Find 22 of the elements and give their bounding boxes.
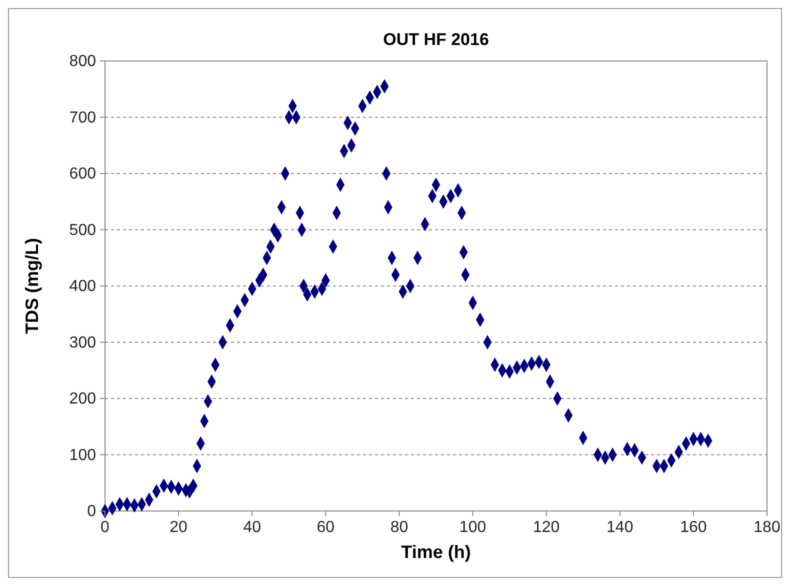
y-tick-label: 500 [69, 222, 96, 239]
x-tick-label: 40 [243, 519, 262, 536]
y-tick-label: 200 [69, 390, 96, 408]
y-tick-label: 800 [69, 53, 96, 70]
y-tick-label: 100 [69, 446, 96, 464]
x-tick-label: 20 [170, 519, 188, 536]
y-tick-label: 700 [69, 109, 96, 126]
x-tick-label: 60 [316, 519, 335, 536]
x-axis-title: Time (h) [401, 542, 471, 562]
y-tick-label: 400 [69, 278, 96, 295]
x-tick-label: 80 [390, 519, 408, 536]
x-tick-label: 0 [100, 519, 110, 536]
x-tick-label: 180 [754, 519, 780, 536]
x-tick-label: 160 [680, 519, 707, 536]
y-tick-label: 0 [87, 503, 96, 520]
y-tick-label: 300 [69, 334, 96, 352]
y-axis-title: TDS (mg/L) [22, 238, 42, 334]
x-tick-label: 100 [459, 519, 486, 536]
y-tick-label: 600 [69, 166, 96, 182]
x-tick-label: 120 [532, 519, 560, 536]
x-tick-label: 140 [606, 519, 634, 536]
chart-title: OUT HF 2016 [383, 30, 489, 49]
